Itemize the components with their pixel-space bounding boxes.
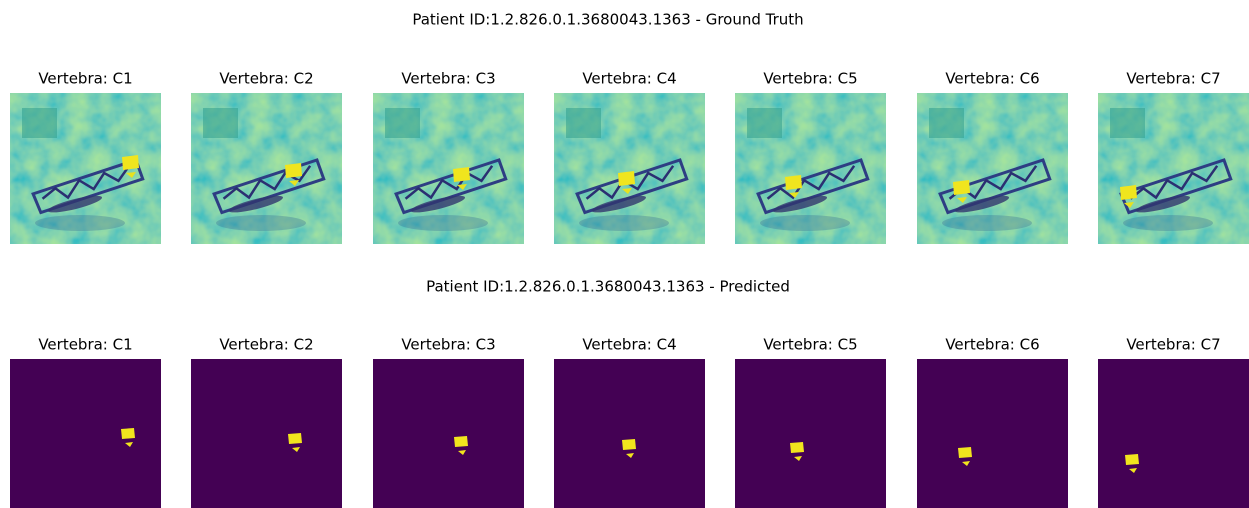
image-panel	[1098, 93, 1249, 244]
panel-title: Vertebra: C7	[1126, 70, 1220, 88]
panel-title: Vertebra: C6	[945, 70, 1039, 88]
image-background	[554, 359, 705, 508]
panel-title: Vertebra: C5	[763, 336, 857, 354]
mask	[622, 439, 636, 450]
panel-title: Vertebra: C7	[1126, 336, 1220, 354]
page: Patient ID:1.2.826.0.1.3680043.1363 - Gr…	[0, 0, 1249, 508]
image-dark-patch	[385, 108, 420, 138]
row-title: Patient ID:1.2.826.0.1.3680043.1363 - Pr…	[426, 278, 790, 296]
image-background	[735, 359, 886, 508]
panel-title: Vertebra: C2	[219, 70, 313, 88]
mask	[454, 436, 468, 447]
image-panel	[10, 93, 161, 244]
panel-title: Vertebra: C1	[38, 70, 132, 88]
lower-dark	[579, 215, 669, 231]
image-panel	[917, 93, 1068, 244]
image-panel	[1098, 359, 1249, 508]
row-title: Patient ID:1.2.826.0.1.3680043.1363 - Gr…	[412, 11, 803, 29]
image-dark-patch	[929, 108, 964, 138]
lower-dark	[216, 215, 306, 231]
mask	[958, 447, 972, 458]
panel-title: Vertebra: C6	[945, 336, 1039, 354]
panel-title: Vertebra: C1	[38, 336, 132, 354]
image-panel	[735, 93, 886, 244]
image-background	[373, 359, 524, 508]
lower-dark	[942, 215, 1032, 231]
image-background	[1098, 359, 1249, 508]
panel-title: Vertebra: C3	[401, 336, 495, 354]
image-panel	[10, 359, 161, 508]
image-panel	[191, 93, 342, 244]
mask	[790, 442, 804, 453]
image-background	[917, 359, 1068, 508]
image-dark-patch	[566, 108, 601, 138]
lower-dark	[35, 215, 125, 231]
image-panel	[191, 359, 342, 508]
mask	[1125, 454, 1139, 465]
highlight	[122, 155, 139, 170]
panel-title: Vertebra: C3	[401, 70, 495, 88]
image-background	[10, 359, 161, 508]
image-dark-patch	[747, 108, 782, 138]
image-dark-patch	[1110, 108, 1145, 138]
image-panel	[554, 359, 705, 508]
image-panel	[735, 359, 886, 508]
panel-title: Vertebra: C2	[219, 336, 313, 354]
highlight	[453, 167, 470, 182]
highlight	[953, 180, 970, 195]
panel-title: Vertebra: C4	[582, 70, 676, 88]
highlight	[285, 163, 302, 178]
panel-title: Vertebra: C4	[582, 336, 676, 354]
image-panel	[373, 93, 524, 244]
highlight	[618, 171, 635, 186]
mask	[121, 428, 135, 439]
highlight	[1120, 185, 1137, 200]
image-panel	[917, 359, 1068, 508]
image-dark-patch	[203, 108, 238, 138]
lower-dark	[1123, 215, 1213, 231]
mask	[288, 433, 302, 444]
highlight	[785, 175, 802, 190]
image-dark-patch	[22, 108, 57, 138]
image-background	[191, 359, 342, 508]
figure: Patient ID:1.2.826.0.1.3680043.1363 - Gr…	[0, 0, 1249, 508]
image-panel	[554, 93, 705, 244]
lower-dark	[760, 215, 850, 231]
panel-title: Vertebra: C5	[763, 70, 857, 88]
lower-dark	[398, 215, 488, 231]
image-panel	[373, 359, 524, 508]
